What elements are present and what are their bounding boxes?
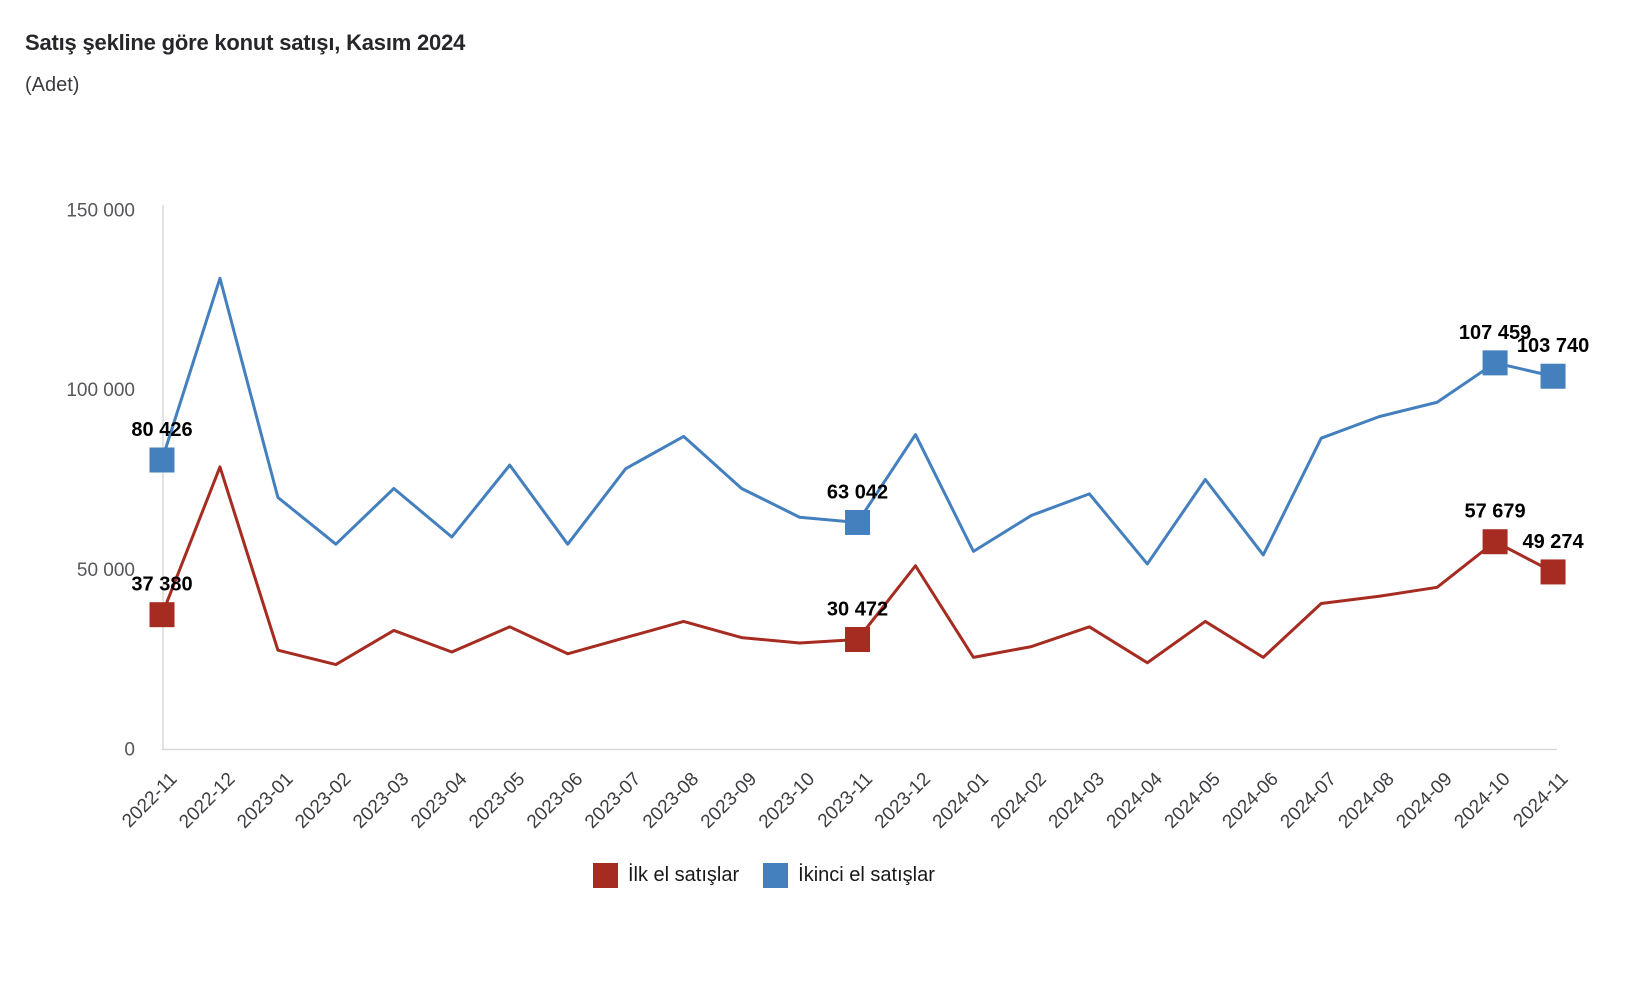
x-axis-tick-label: 2024-07 bbox=[1277, 769, 1341, 833]
x-axis-tick-label: 2024-08 bbox=[1335, 769, 1399, 833]
x-axis-tick-label: 2024-02 bbox=[987, 769, 1051, 833]
chart-header: Satış şekline göre konut satışı, Kasım 2… bbox=[25, 30, 465, 97]
x-axis-tick-label: 2024-11 bbox=[1509, 769, 1572, 832]
x-axis-tick-label: 2023-12 bbox=[871, 769, 935, 833]
x-axis-tick-label: 2024-03 bbox=[1045, 769, 1109, 833]
x-axis-tick-label: 2023-03 bbox=[349, 769, 413, 833]
data-point-label: 107 459 bbox=[1459, 322, 1531, 344]
chart-title: Satış şekline göre konut satışı, Kasım 2… bbox=[25, 30, 466, 55]
axis-lines bbox=[162, 205, 1557, 751]
x-axis-tick-label: 2023-04 bbox=[407, 768, 471, 832]
data-point-marker bbox=[845, 627, 871, 653]
y-axis-tick-label: 0 bbox=[124, 740, 135, 761]
x-axis-tick-label: 2023-09 bbox=[697, 769, 761, 833]
x-axis-tick-label: 2024-05 bbox=[1161, 769, 1225, 833]
data-point-label: 37 380 bbox=[131, 574, 192, 596]
x-axis-tick-label: 2022-12 bbox=[175, 769, 239, 833]
data-point-marker bbox=[1540, 559, 1566, 585]
x-axis-tick-label: 2024-10 bbox=[1450, 769, 1514, 833]
legend-item-second-hand[interactable]: İkinci el satışlar bbox=[763, 863, 935, 888]
y-axis-tick-label: 150 000 bbox=[66, 201, 135, 222]
y-axis-tick-label: 100 000 bbox=[66, 380, 135, 401]
x-axis-tick-label: 2024-06 bbox=[1219, 769, 1283, 833]
legend-label-first-hand: İlk el satışlar bbox=[628, 864, 740, 886]
data-point-marker bbox=[1482, 350, 1508, 376]
data-point-label: 49 274 bbox=[1522, 531, 1584, 553]
x-axis-tick-label: 2024-04 bbox=[1103, 768, 1167, 832]
data-point-label: 80 426 bbox=[131, 419, 192, 441]
second-hand-series-swatch-icon bbox=[763, 863, 789, 888]
chart-legend: İlk el satışlar İkinci el satışlar bbox=[593, 863, 935, 888]
x-axis-tick-label: 2022-11 bbox=[118, 769, 181, 832]
legend-item-first-hand[interactable]: İlk el satışlar bbox=[593, 863, 739, 888]
x-axis-tick-label: 2023-05 bbox=[465, 769, 529, 833]
data-point-marker bbox=[1482, 529, 1508, 555]
data-point-label: 63 042 bbox=[827, 481, 888, 503]
x-axis-tick-label: 2023-06 bbox=[523, 769, 587, 833]
first-hand-series-swatch-icon bbox=[593, 863, 618, 888]
x-axis-tick-label: 2023-08 bbox=[639, 769, 703, 833]
data-point-label: 57 679 bbox=[1464, 501, 1525, 523]
data-point-marker bbox=[149, 447, 175, 473]
x-axis-tick-label: 2024-09 bbox=[1392, 769, 1456, 833]
data-point-marker bbox=[149, 602, 175, 628]
x-axis-tick-label: 2023-01 bbox=[233, 769, 297, 833]
x-axis-tick-label: 2023-10 bbox=[755, 769, 819, 833]
x-axis-tick-label: 2023-07 bbox=[581, 769, 645, 833]
data-point-label: 103 740 bbox=[1517, 335, 1589, 357]
y-axis-tick-label: 50 000 bbox=[77, 560, 135, 581]
chart-subtitle: (Adet) bbox=[25, 74, 80, 96]
data-point-marker bbox=[845, 509, 871, 535]
x-axis-tick-label: 2024-01 bbox=[929, 769, 993, 833]
data-point-label: 30 472 bbox=[827, 599, 888, 621]
legend-label-second-hand: İkinci el satışlar bbox=[798, 864, 935, 886]
x-axis-tick-label: 2023-02 bbox=[291, 769, 355, 833]
data-point-marker bbox=[1540, 363, 1566, 389]
x-axis-tick-label: 2023-11 bbox=[814, 769, 877, 832]
